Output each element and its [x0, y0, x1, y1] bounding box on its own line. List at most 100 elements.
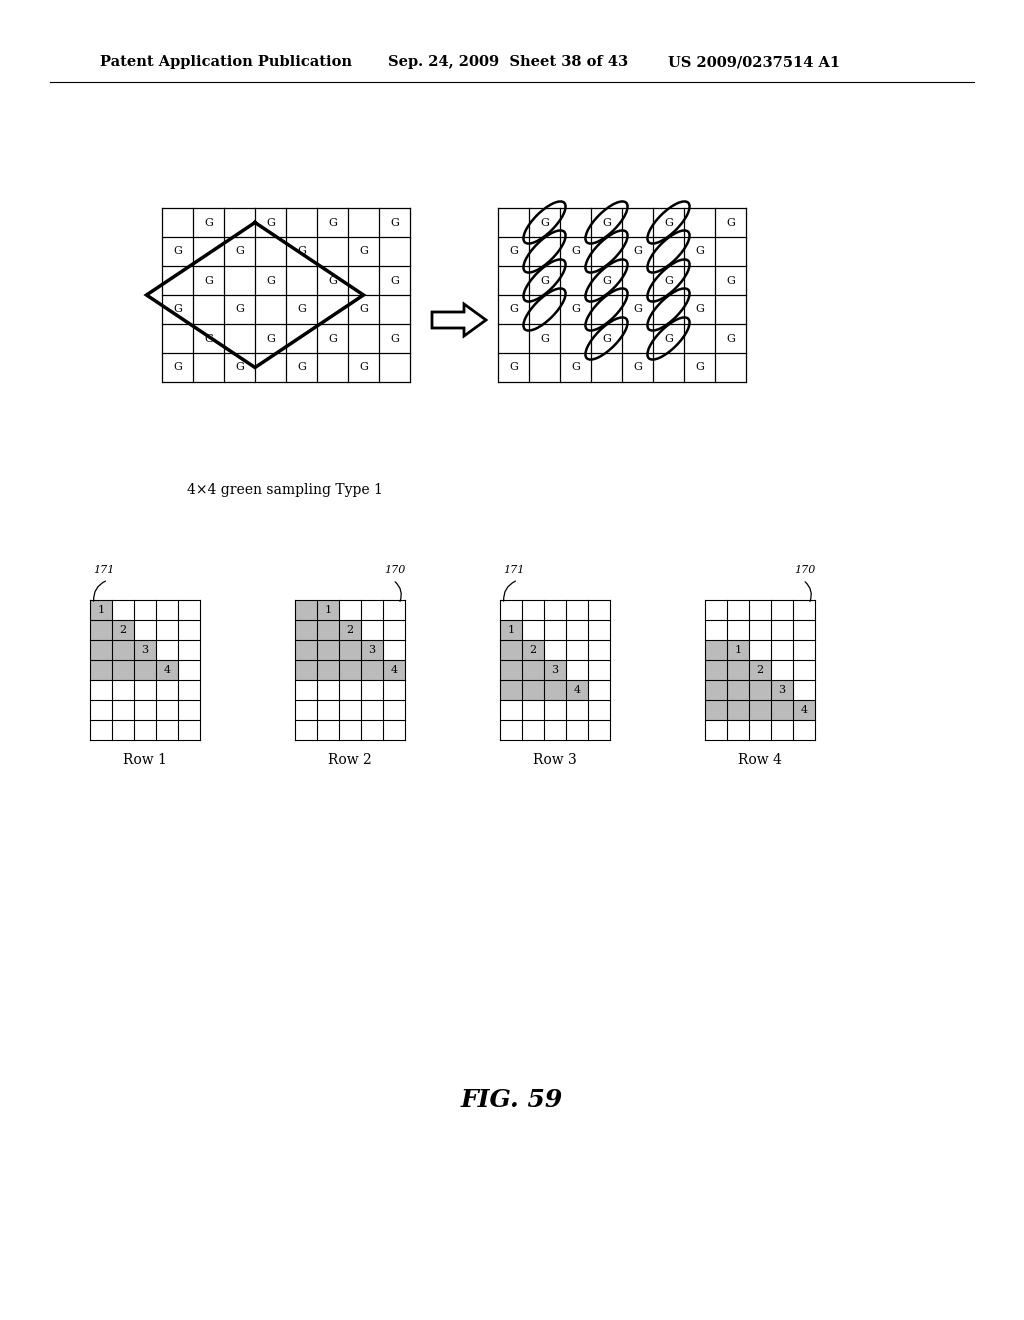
Text: G: G [204, 218, 213, 227]
Text: G: G [633, 247, 642, 256]
Bar [522, 680, 544, 700]
Text: G: G [173, 305, 182, 314]
Text: 2: 2 [529, 645, 537, 655]
Bar [727, 660, 749, 680]
Text: G: G [633, 363, 642, 372]
Bar [771, 680, 793, 700]
Text: G: G [509, 363, 518, 372]
Text: G: G [359, 247, 368, 256]
Text: G: G [390, 218, 399, 227]
Bar [317, 620, 339, 640]
Text: 2: 2 [757, 665, 764, 675]
Bar [500, 680, 522, 700]
Bar [317, 640, 339, 660]
Bar [793, 700, 815, 719]
Text: G: G [328, 276, 337, 285]
Text: G: G [297, 363, 306, 372]
Text: G: G [236, 363, 244, 372]
Bar [134, 660, 156, 680]
Text: G: G [204, 334, 213, 343]
Text: G: G [664, 218, 673, 227]
Text: 4: 4 [390, 665, 397, 675]
Text: 1: 1 [325, 605, 332, 615]
Text: G: G [571, 305, 580, 314]
Text: G: G [328, 218, 337, 227]
Bar [727, 680, 749, 700]
Text: FIG. 59: FIG. 59 [461, 1088, 563, 1111]
Text: G: G [602, 218, 611, 227]
Text: 171: 171 [93, 565, 115, 576]
Text: G: G [204, 276, 213, 285]
Text: G: G [297, 247, 306, 256]
Bar [134, 640, 156, 660]
Bar [705, 640, 727, 660]
Bar [544, 680, 566, 700]
Text: 3: 3 [778, 685, 785, 696]
Bar [705, 660, 727, 680]
Bar [361, 640, 383, 660]
Text: 1: 1 [97, 605, 104, 615]
Text: G: G [266, 334, 274, 343]
Bar [339, 660, 361, 680]
Text: G: G [173, 363, 182, 372]
Text: G: G [390, 276, 399, 285]
Text: Row 1: Row 1 [123, 752, 167, 767]
Text: 3: 3 [141, 645, 148, 655]
Bar [522, 660, 544, 680]
Text: G: G [602, 334, 611, 343]
Bar [90, 601, 112, 620]
Text: G: G [664, 334, 673, 343]
Text: G: G [359, 305, 368, 314]
Bar [749, 660, 771, 680]
Text: G: G [266, 276, 274, 285]
Bar [317, 601, 339, 620]
Bar [112, 640, 134, 660]
Bar [500, 640, 522, 660]
Bar [383, 660, 406, 680]
Text: 4: 4 [573, 685, 581, 696]
Text: G: G [328, 334, 337, 343]
Bar [749, 680, 771, 700]
Text: 1: 1 [734, 645, 741, 655]
Bar [295, 660, 317, 680]
Bar [295, 620, 317, 640]
Bar [566, 680, 588, 700]
Text: 4: 4 [801, 705, 808, 715]
Text: Sep. 24, 2009  Sheet 38 of 43: Sep. 24, 2009 Sheet 38 of 43 [388, 55, 628, 69]
Text: G: G [571, 363, 580, 372]
Bar [295, 640, 317, 660]
Bar [522, 640, 544, 660]
Text: G: G [540, 276, 549, 285]
Text: 2: 2 [346, 624, 353, 635]
Text: 4×4 green sampling Type 1: 4×4 green sampling Type 1 [187, 483, 383, 498]
Text: G: G [540, 334, 549, 343]
Text: G: G [509, 305, 518, 314]
Bar [361, 660, 383, 680]
Text: 1: 1 [508, 624, 515, 635]
Text: Patent Application Publication: Patent Application Publication [100, 55, 352, 69]
Text: G: G [664, 276, 673, 285]
Text: G: G [173, 247, 182, 256]
Bar [317, 660, 339, 680]
FancyArrow shape [432, 304, 486, 337]
Bar [90, 660, 112, 680]
Text: Row 3: Row 3 [534, 752, 577, 767]
Text: G: G [297, 305, 306, 314]
Text: G: G [390, 334, 399, 343]
Text: Row 2: Row 2 [328, 752, 372, 767]
Bar [112, 660, 134, 680]
Text: 2: 2 [120, 624, 127, 635]
Bar [705, 680, 727, 700]
Text: G: G [726, 276, 735, 285]
Text: G: G [695, 363, 703, 372]
Text: G: G [236, 305, 244, 314]
Bar [339, 640, 361, 660]
Text: G: G [633, 305, 642, 314]
Bar [500, 660, 522, 680]
Text: G: G [695, 305, 703, 314]
Text: US 2009/0237514 A1: US 2009/0237514 A1 [668, 55, 840, 69]
Text: G: G [571, 247, 580, 256]
Text: 3: 3 [369, 645, 376, 655]
Bar [295, 601, 317, 620]
Text: 3: 3 [552, 665, 558, 675]
